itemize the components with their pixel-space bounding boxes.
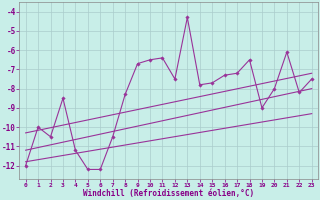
X-axis label: Windchill (Refroidissement éolien,°C): Windchill (Refroidissement éolien,°C)	[83, 189, 254, 198]
